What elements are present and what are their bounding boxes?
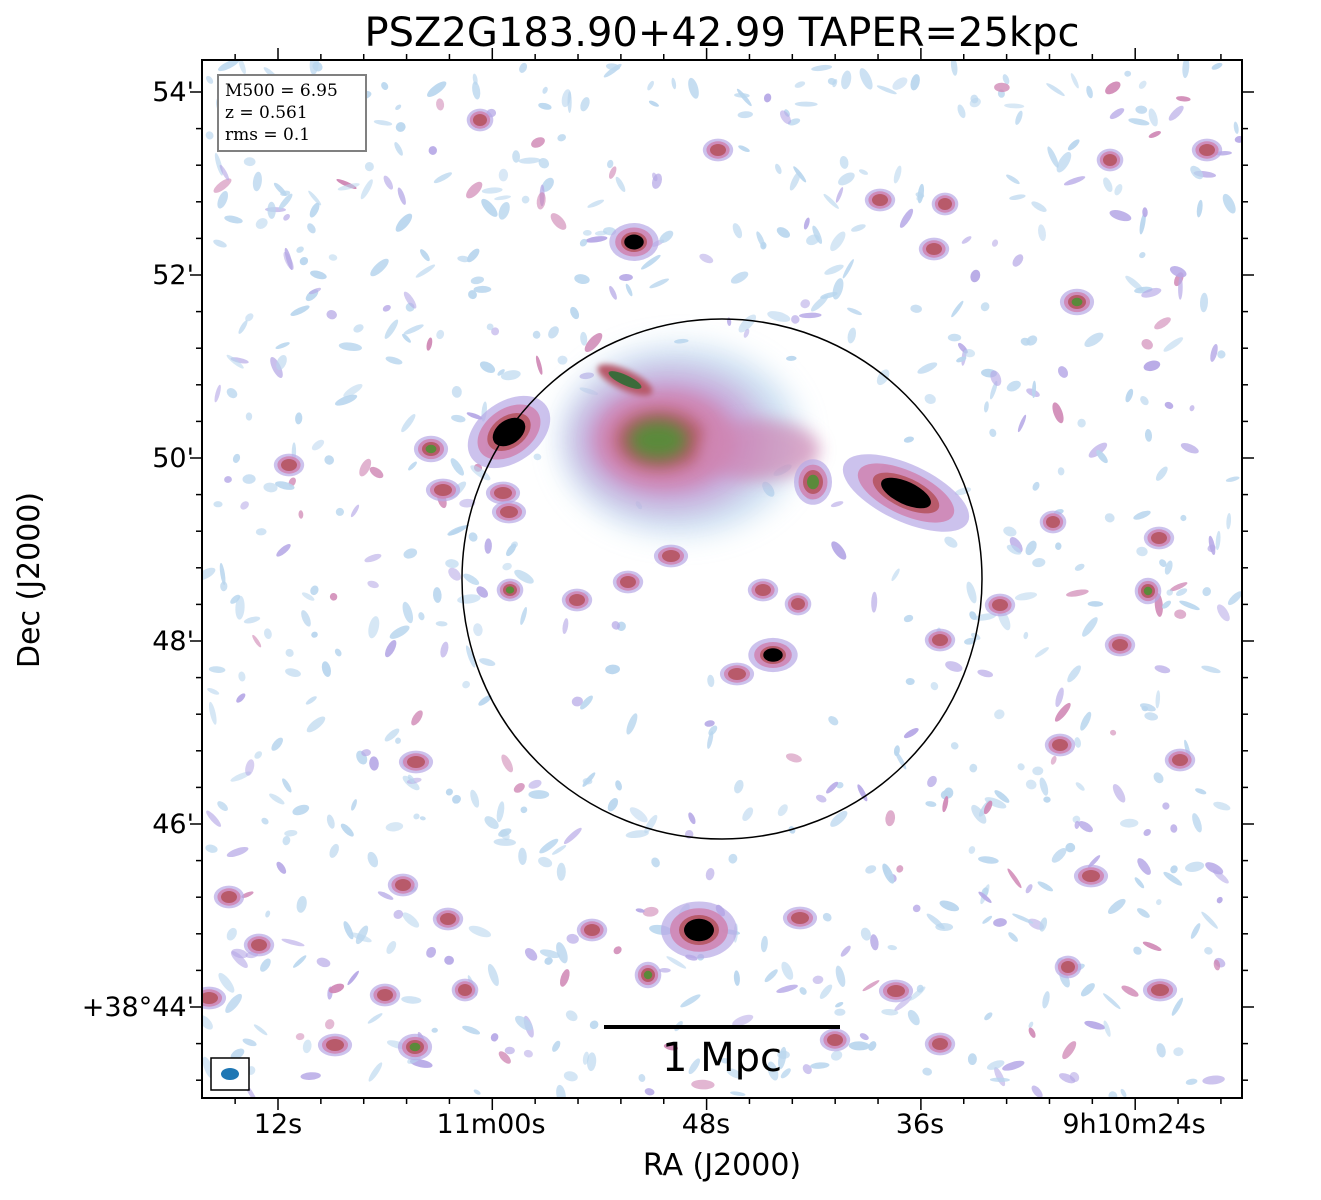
y-tick-label: +38°44' <box>81 992 194 1023</box>
image-layer <box>202 60 1242 1098</box>
radio-source <box>782 906 818 930</box>
axis-ticks <box>190 48 1254 1110</box>
y-tick-label: 46' <box>152 809 194 840</box>
radio-source <box>634 961 662 989</box>
radio-source <box>1039 510 1067 534</box>
radio-source <box>397 1033 433 1061</box>
radio-source <box>864 188 896 212</box>
radio-source <box>561 588 593 612</box>
x-tick-label: 36s <box>895 1109 945 1140</box>
x-tick-label: 12s <box>253 1109 303 1140</box>
y-tick-label: 54' <box>152 77 194 108</box>
radio-source <box>485 481 521 505</box>
point-sources <box>202 108 1223 1061</box>
radio-source <box>612 570 644 594</box>
radio-source <box>425 478 461 502</box>
diffuse-emission <box>560 345 820 535</box>
info-box: M500 = 6.95 z = 0.561 rms = 0.1 <box>217 74 367 152</box>
radio-source <box>398 750 434 774</box>
radio-source <box>931 192 959 216</box>
radio-source <box>748 637 798 673</box>
radio-source <box>609 223 659 261</box>
radio-source <box>1059 288 1095 316</box>
radio-source <box>1073 864 1109 888</box>
radio-source <box>918 237 950 261</box>
radio-source <box>467 395 551 469</box>
radio-source <box>451 978 479 1002</box>
rms-text: rms = 0.1 <box>225 125 311 145</box>
y-axis-label: Dec (J2000) <box>12 491 47 669</box>
plot-frame <box>201 59 1243 1099</box>
radio-source <box>661 901 737 959</box>
radio-source <box>702 138 734 162</box>
radio-source <box>1134 577 1162 605</box>
radio-source <box>213 885 245 909</box>
radio-source <box>842 454 970 532</box>
y-tick-label: 50' <box>152 443 194 474</box>
scale-bar-label: 1 Mpc <box>661 1035 783 1081</box>
radio-source <box>878 979 914 1003</box>
mass-text: M500 = 6.95 <box>225 81 338 101</box>
radio-source <box>1143 526 1175 550</box>
radio-source <box>1104 633 1136 657</box>
radio-source <box>576 918 608 942</box>
radio-source <box>202 986 227 1010</box>
radio-source <box>1191 138 1223 162</box>
x-tick-label: 9h10m24s <box>1062 1109 1206 1140</box>
radio-source <box>496 578 524 602</box>
radio-source <box>1164 748 1196 772</box>
radio-source <box>243 933 275 957</box>
radio-source <box>466 108 494 132</box>
radio-source <box>747 578 779 602</box>
radio-source <box>719 662 755 686</box>
r500-circle <box>461 318 983 840</box>
radio-source <box>491 500 527 524</box>
redshift-text: z = 0.561 <box>225 103 308 123</box>
y-tick-label: 48' <box>152 626 194 657</box>
radio-source <box>273 453 305 477</box>
y-tick-label: 52' <box>152 260 194 291</box>
radio-source <box>1044 733 1076 757</box>
beam-ellipse <box>221 1068 239 1080</box>
radio-source <box>413 435 449 463</box>
x-tick-label: 48s <box>681 1109 731 1140</box>
radio-source <box>387 873 419 897</box>
radio-source <box>369 983 401 1007</box>
radio-source <box>794 459 832 505</box>
radio-source <box>819 1028 851 1052</box>
radio-source <box>1142 978 1178 1002</box>
radio-source <box>924 628 956 652</box>
radio-source <box>1096 148 1124 172</box>
radio-source <box>653 544 689 568</box>
radio-source <box>784 592 812 616</box>
radio-source <box>317 1033 353 1057</box>
plot-title: PSZ2G183.90+42.99 TAPER=25kpc <box>364 10 1080 56</box>
radio-source <box>432 907 464 931</box>
x-axis-label: RA (J2000) <box>642 1148 802 1183</box>
radio-source <box>1054 955 1082 979</box>
radio-source <box>984 593 1016 617</box>
x-tick-label: 11m00s <box>436 1109 546 1140</box>
radio-source <box>924 1032 956 1056</box>
